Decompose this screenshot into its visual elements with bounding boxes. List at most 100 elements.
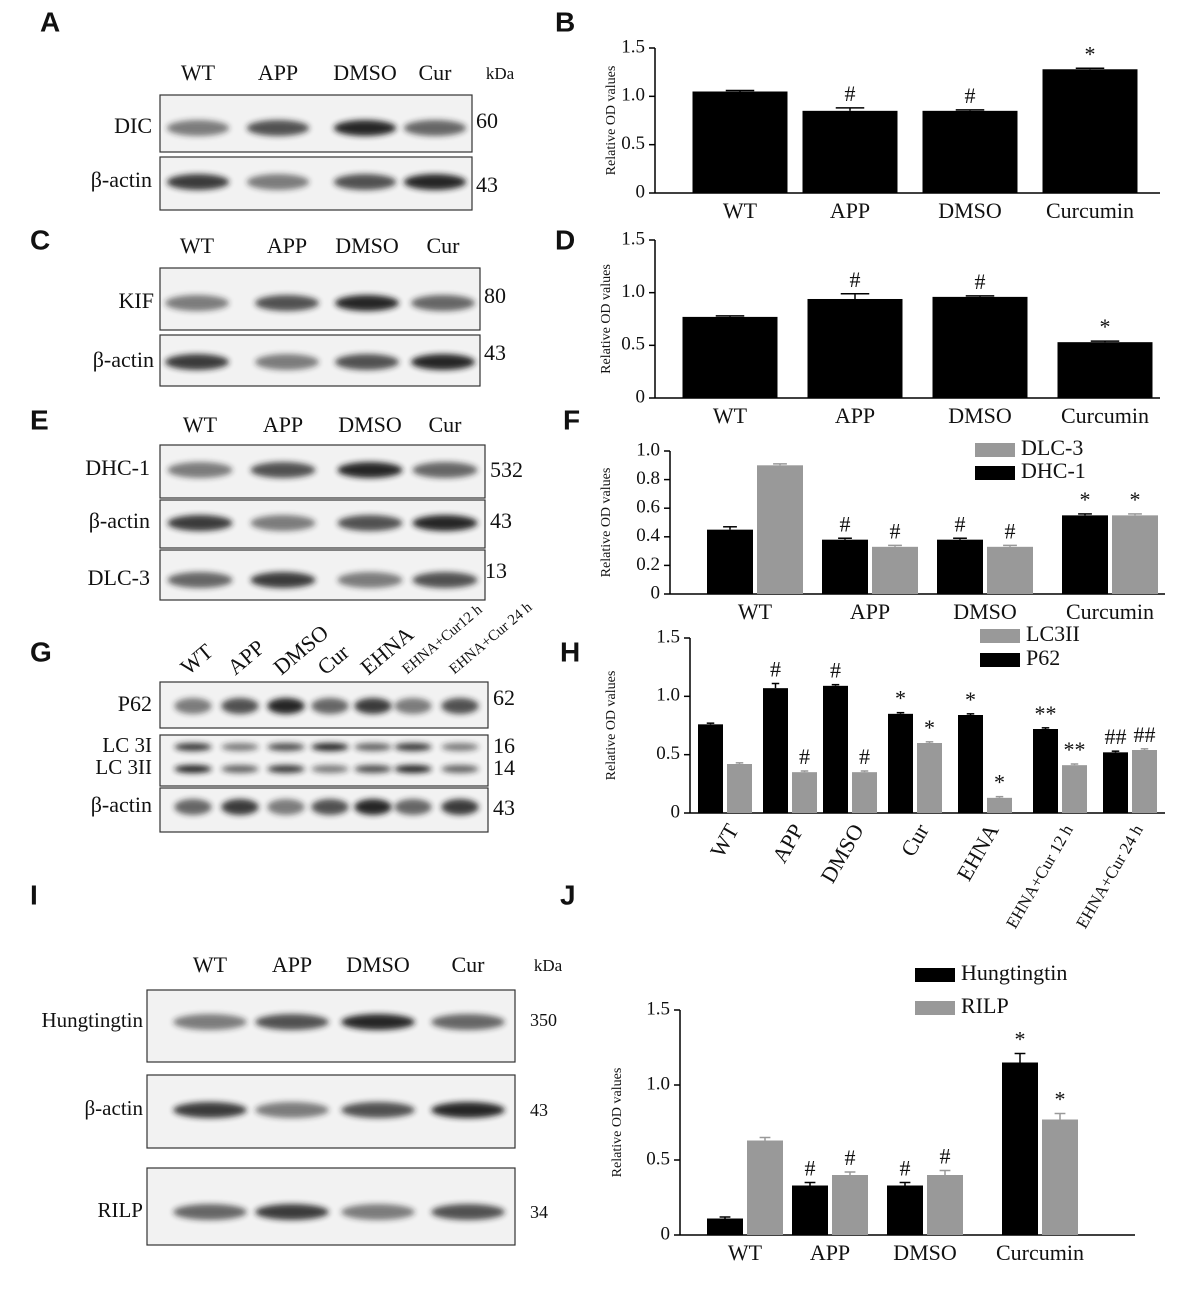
x-tick-label: APP [835,403,875,428]
significance: # [850,267,861,292]
significance: # [890,518,901,543]
bar [888,713,913,813]
band [221,698,259,714]
x-tick-label: Curcumin [1046,198,1134,223]
y-tick-label: 1.5 [621,36,645,57]
band [267,799,305,815]
band [311,799,349,815]
kda-label: 43 [476,172,498,197]
y-tick-label: 0.6 [636,497,660,518]
x-tick-label: WT [728,1240,763,1265]
band [267,743,305,751]
y-axis-label: Relative OD values [599,264,614,374]
panel-letter: H [560,636,580,667]
band [173,1014,247,1030]
kda-label: 43 [493,795,515,820]
y-tick-label: 0.4 [636,525,660,546]
panel-letter: D [555,224,575,255]
kda-label: 43 [490,508,512,533]
band [337,515,403,531]
row-label: DLC-3 [88,565,150,590]
y-tick-label: 1.0 [646,1073,670,1094]
kda-label: 43 [530,1100,548,1120]
kda-label: 532 [490,457,523,482]
x-tick-label: DMSO [893,1240,957,1265]
bar [692,91,788,193]
lane-label: Cur [452,952,486,977]
kda-label: 14 [493,755,515,780]
bar [682,316,778,398]
significance: ** [1035,701,1057,726]
y-tick-label: 0 [651,582,661,603]
band [255,1102,329,1118]
panel-letter: A [40,6,60,37]
lane-label: APP [222,635,269,680]
band [250,515,316,531]
band [441,698,479,714]
lane-label: EHNA+Cur 24 h [446,599,535,678]
lane-label: APP [272,952,312,977]
significance: ## [1105,724,1127,749]
row-label: β-actin [91,792,152,817]
x-tick-label: APP [830,198,870,223]
band [335,354,399,370]
x-tick-label: DMSO [938,198,1002,223]
band [246,174,310,190]
lane-label: DMSO [346,952,410,977]
band [441,743,479,751]
significance: # [845,81,856,106]
legend-label: DLC-3 [1021,435,1083,460]
x-tick-label: EHNA [951,819,1003,885]
kda-label: 43 [484,340,506,365]
row-label: DIC [114,113,152,138]
legend-swatch [915,1001,955,1015]
y-axis-label: Relative OD values [604,66,619,176]
y-tick-label: 0.5 [646,1148,670,1169]
kda-label: 13 [485,558,507,583]
legend-swatch [975,443,1015,457]
bar [1132,750,1157,813]
significance: * [1085,41,1096,66]
row-label: DHC-1 [85,455,150,480]
band [403,120,467,136]
x-tick-label: DMSO [948,403,1012,428]
bar [763,688,788,813]
kda-label: 16 [493,733,515,758]
band [403,174,467,190]
significance: # [900,1156,911,1181]
bar [1062,515,1108,594]
band [394,743,432,751]
band [167,572,233,588]
bar [707,1218,743,1235]
band [174,743,212,751]
y-axis-label: Relative OD values [604,671,619,781]
bar [932,296,1028,398]
y-tick-label: 0.5 [621,334,645,355]
band [221,743,259,751]
y-tick-label: 0.5 [621,133,645,154]
bar [1042,69,1138,193]
significance: * [965,687,976,712]
panel-letter: F [563,404,580,435]
band [221,765,259,773]
row-label: β-actin [91,167,152,192]
y-tick-label: 1.0 [636,439,660,460]
significance: * [1130,487,1141,512]
bar [727,764,752,813]
band [166,120,230,136]
significance: # [965,83,976,108]
band [431,1102,505,1118]
significance: * [994,770,1005,795]
bar [802,110,898,193]
row-label: β-actin [89,508,150,533]
significance: ** [1064,737,1086,762]
bar [698,724,723,813]
row-label: KIF [119,288,154,313]
band [337,572,403,588]
band [311,743,349,751]
x-tick-label: APP [810,1240,850,1265]
x-tick-label: WT [738,599,773,624]
significance: * [895,686,906,711]
lane-label: APP [267,233,307,258]
